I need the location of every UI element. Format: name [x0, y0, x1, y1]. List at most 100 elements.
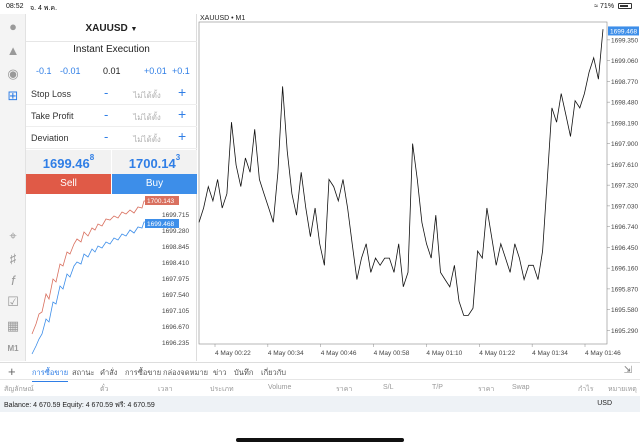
account-icon[interactable]: ●: [9, 18, 17, 34]
chat-icon[interactable]: ◉: [7, 66, 19, 81]
col-swap: Swap: [512, 384, 530, 391]
mini-bid-line: [31, 221, 157, 355]
take-profit-input[interactable]: ไม่ได้ตั้ง: [133, 113, 161, 122]
volume-plus-01[interactable]: +0.1: [172, 66, 190, 76]
y-tick-label: 1698.770: [611, 79, 638, 86]
tab-orders[interactable]: คำสั่ง: [100, 368, 118, 377]
y-tick-label: 1697.030: [611, 203, 638, 210]
x-tick-label: 4 May 00:22: [215, 350, 251, 357]
function-icon[interactable]: f: [11, 272, 15, 288]
stop-loss-label: Stop Loss: [31, 89, 72, 99]
col-symbol: สัญลักษณ์: [4, 386, 34, 393]
order-panel: XAUUSD ▼ Instant Execution -0.1 -0.01 0.…: [26, 14, 197, 194]
take-profit-label: Take Profit: [31, 111, 74, 121]
x-tick-label: 4 May 01:46: [585, 350, 621, 357]
chevron-down-icon: ▼: [130, 26, 138, 33]
crosshair-icon[interactable]: ⌖: [9, 228, 17, 243]
tab-about[interactable]: เกี่ยวกับ: [261, 368, 287, 377]
y-tick-label: 1698.480: [611, 100, 638, 107]
col-comment: หมายเหตุ: [608, 386, 637, 393]
tab-trade[interactable]: การซื้อขาย: [32, 367, 69, 382]
sell-button[interactable]: Sell: [26, 174, 111, 194]
objects-icon[interactable]: ☑: [7, 294, 19, 309]
mini-price-label: 1699.280: [162, 228, 189, 235]
status-bar: 08:52 จ. 4 พ.ค. ≈ 71%: [0, 0, 640, 14]
volume-plus-001[interactable]: +0.01: [144, 66, 167, 76]
mini-chart: 1699.715 1699.280 1698.845 1698.410 1697.975…: [26, 194, 197, 361]
mini-bid-tag-bg: [145, 219, 179, 228]
col-ticket: ตั๋ว: [100, 386, 109, 393]
volume-minus-001[interactable]: -0.01: [60, 66, 81, 76]
y-tick-label: 1699.060: [611, 58, 638, 65]
x-tick-label: 4 May 01:34: [532, 350, 568, 357]
tools-icon[interactable]: ▲: [6, 42, 20, 58]
y-tick-label: 1695.580: [611, 307, 638, 314]
x-tick-label: 4 May 01:10: [426, 350, 462, 357]
status-right: ≈ 71%: [594, 3, 632, 10]
indicators-icon[interactable]: ♯: [9, 250, 17, 266]
balance-row: Balance: 4 670.59 Equity: 4 670.59 ฟรี: …: [0, 396, 640, 412]
chart-title: XAUUSD • M1: [200, 15, 246, 22]
mini-ask-tag: 1700.143: [147, 198, 174, 205]
x-tick-label: 4 May 00:46: [321, 350, 357, 357]
chart-type-icon[interactable]: ▦: [6, 318, 20, 333]
col-type: ประเภท: [210, 386, 234, 393]
deviation-row: Deviation - ไม่ได้ตั้ง +: [26, 127, 197, 149]
tab-journal[interactable]: บันทึก: [234, 368, 254, 377]
y-tick-label: 1695.290: [611, 328, 638, 335]
deviation-input[interactable]: ไม่ได้ตั้ง: [133, 135, 161, 144]
mini-price-label: 1699.715: [162, 212, 189, 219]
timeframe-m1-icon[interactable]: M1: [7, 343, 19, 353]
x-tick-label: 4 May 01:22: [479, 350, 515, 357]
symbol-selector[interactable]: XAUUSD ▼: [26, 16, 197, 42]
take-profit-plus-button[interactable]: +: [178, 106, 187, 122]
status-date: จ. 4 พ.ค.: [30, 5, 58, 12]
volume-minus-01[interactable]: -0.1: [36, 66, 52, 76]
mini-ask-line: [31, 200, 157, 335]
take-profit-minus-button[interactable]: -: [104, 107, 109, 122]
wifi-icon: ≈: [594, 3, 599, 10]
y-tick-label: 1696.160: [611, 266, 638, 273]
main-chart[interactable]: XAUUSD • M1 1699.350 1699.060 1698.770 1698…: [197, 14, 640, 361]
stop-loss-row: Stop Loss - ไม่ได้ตั้ง +: [26, 83, 197, 105]
mini-chart-svg: 1699.715 1699.280 1698.845 1698.410 1697.975…: [31, 196, 189, 355]
buy-button[interactable]: Buy: [112, 174, 197, 194]
col-tp: T/P: [432, 384, 443, 391]
bid-price: 1699.468: [42, 153, 95, 171]
y-tick-label: 1696.450: [611, 245, 638, 252]
stop-loss-minus-button[interactable]: -: [104, 85, 109, 100]
volume-value[interactable]: 0.01: [103, 66, 121, 76]
tab-history[interactable]: การซื้อขาย: [125, 368, 162, 377]
stop-loss-plus-button[interactable]: +: [178, 84, 187, 100]
balance-text: Balance: 4 670.59 Equity: 4 670.59 ฟรี: …: [4, 402, 155, 409]
x-tick-label: 4 May 00:58: [374, 350, 410, 357]
col-price: ราคา: [336, 386, 353, 393]
add-icon[interactable]: +: [8, 364, 16, 379]
bottom-tabs: + การซื้อขาย สถานะ คำสั่ง การซื้อขาย กล่…: [0, 362, 640, 382]
y-tick-label: 1695.870: [611, 286, 638, 293]
mini-ask-tag-bg: [145, 196, 179, 205]
y-tick-label: 1698.190: [611, 120, 638, 127]
mini-price-label: 1697.975: [162, 276, 189, 283]
y-tick-label: 1696.740: [611, 224, 638, 231]
stop-loss-input[interactable]: ไม่ได้ตั้ง: [133, 91, 161, 100]
tab-news[interactable]: ข่าว: [213, 368, 227, 377]
deviation-minus-button[interactable]: -: [104, 129, 109, 144]
deviation-plus-button[interactable]: +: [178, 128, 187, 144]
col-profit: กำไร: [578, 386, 594, 393]
tab-mailbox[interactable]: กล่องจดหมาย: [163, 368, 209, 377]
price-tag: 1699.468: [610, 28, 637, 35]
home-indicator[interactable]: [236, 438, 404, 442]
y-tick-label: 1697.900: [611, 141, 638, 148]
tab-positions[interactable]: สถานะ: [72, 368, 95, 377]
balance-currency: USD: [597, 400, 612, 407]
mini-price-label: 1697.540: [162, 292, 189, 299]
expand-icon[interactable]: ⇲: [623, 365, 632, 376]
battery-icon: [618, 3, 632, 9]
price-tag-bg: [608, 26, 639, 36]
x-tick-label: 4 May 00:34: [268, 350, 304, 357]
symbol-label: XAUUSD: [85, 23, 128, 34]
col-price2: ราคา: [478, 386, 495, 393]
new-order-icon[interactable]: ⊞: [7, 88, 19, 103]
execution-type[interactable]: Instant Execution: [73, 44, 150, 55]
